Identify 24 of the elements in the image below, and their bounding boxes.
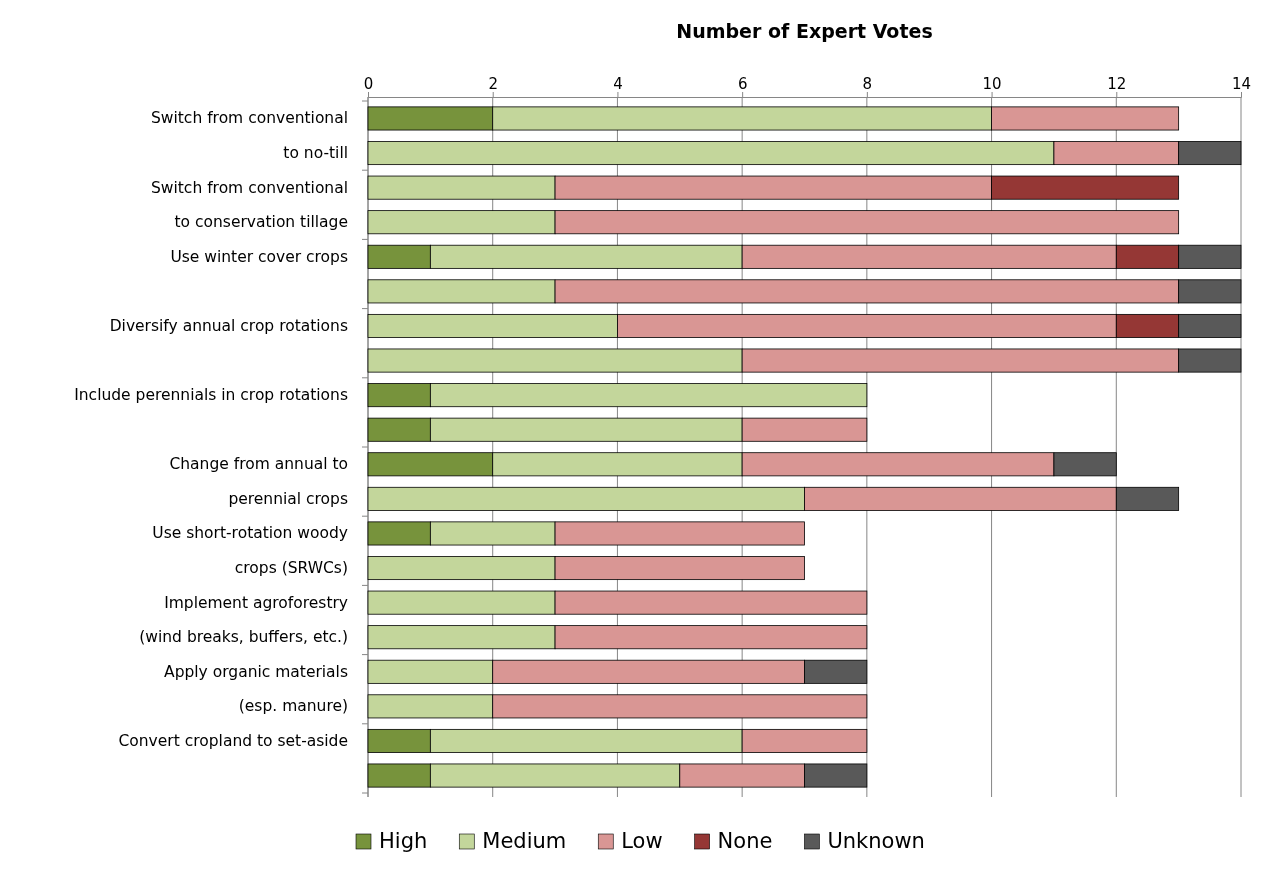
y-tick-label: Implement agroforestry (wind breaks, buffers, etc.): [139, 593, 348, 647]
legend-label: Medium: [482, 829, 567, 853]
y-tick-label: Apply organic materials (esp. manure): [164, 662, 348, 716]
x-tick-label: 6: [737, 75, 748, 93]
x-tick-label: 2: [488, 75, 498, 93]
legend-label: Low: [621, 829, 663, 853]
x-tick-label: 0: [363, 75, 374, 93]
x-tick-label: 8: [862, 75, 873, 93]
y-tick-label: Convert cropland to set-aside: [118, 731, 348, 750]
y-tick-label: Switch from conventional to conservation tillage: [150, 178, 348, 232]
legend-label: Unknown: [827, 829, 925, 853]
legend-label: High: [379, 829, 428, 853]
y-tick-label: Switch from conventional to no-till: [150, 109, 348, 163]
x-tick-label: 10: [982, 75, 1002, 93]
x-axis-title: Number of Expert Votes: [676, 20, 933, 42]
x-tick-label: 12: [1107, 75, 1127, 93]
y-tick-label: Use short-rotation woody crops (SRWCs): [152, 524, 348, 578]
y-tick-label: Change from annual to perennial crops: [169, 455, 348, 508]
y-tick-label: Diversify annual crop rotations: [109, 316, 348, 335]
x-tick-label: 4: [613, 75, 623, 93]
legend-label: None: [717, 829, 773, 853]
y-tick-label: Include perennials in crop rotations: [74, 386, 348, 405]
y-tick-label: Use winter cover crops: [170, 247, 348, 266]
x-tick-label: 14: [1231, 75, 1252, 93]
